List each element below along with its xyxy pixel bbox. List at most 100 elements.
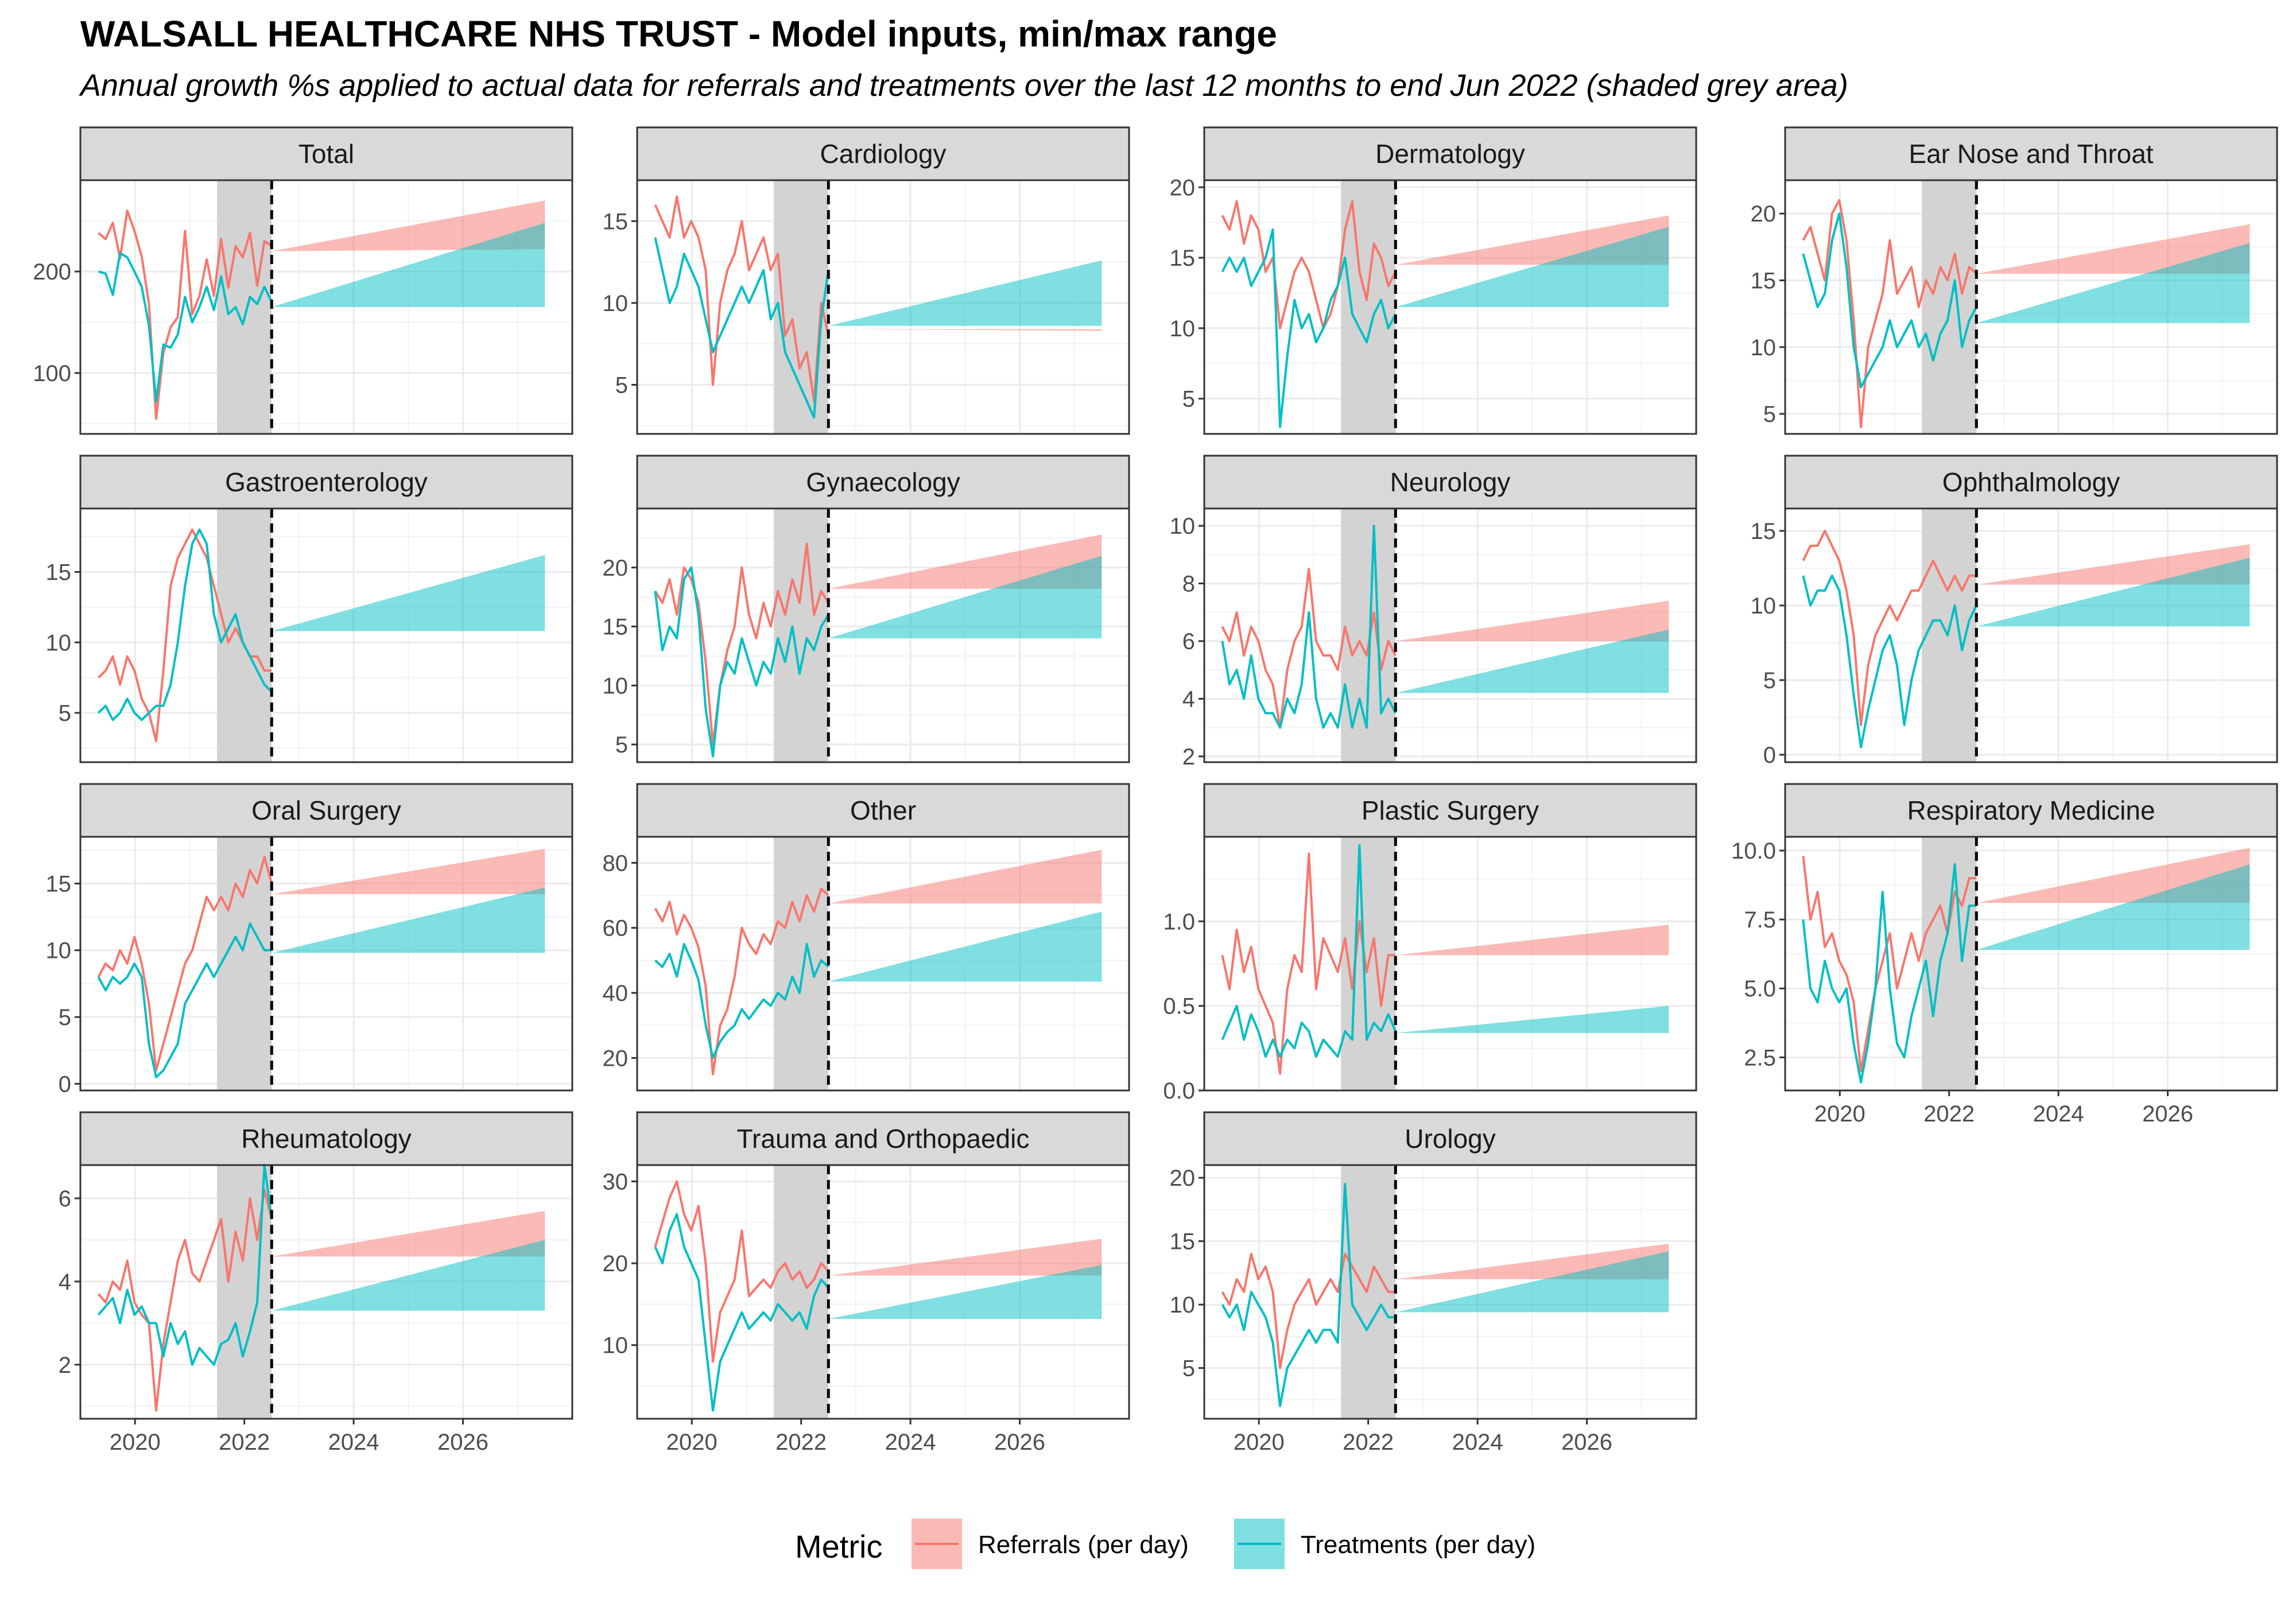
facet-panel-total: Total 100 200 (33, 126, 573, 435)
panel-border (636, 507, 1130, 763)
y-tick-label: 200 (33, 259, 71, 285)
referrals-line (1221, 568, 1397, 729)
panel-border (636, 179, 1130, 435)
treatments-line (98, 528, 273, 721)
y-tick-label: 100 (33, 361, 71, 386)
referrals-range-band (828, 534, 1102, 589)
referrals-line (654, 887, 829, 1076)
y-tick-label: 10 (1751, 335, 1777, 360)
referrals-line (98, 209, 273, 420)
y-tick-label: 4 (1182, 687, 1195, 712)
referrals-range-band (1976, 224, 2250, 274)
x-tick-label: 2024 (885, 1430, 936, 1455)
y-tick-label: 6 (59, 1186, 71, 1212)
facet-strip (1784, 783, 2278, 838)
facet-panel-neurology: Neurology 2 4 6 8 10 (1170, 455, 1697, 770)
panel-border (636, 1164, 1130, 1420)
referrals-range-band (1976, 544, 2250, 585)
facet-strip-label: Neurology (1390, 467, 1511, 497)
shaded-period (1922, 837, 1977, 1090)
panel-border (636, 836, 1130, 1092)
facet-strip-label: Trauma and Orthopaedic (737, 1124, 1030, 1154)
y-tick-label: 10 (603, 673, 629, 698)
y-tick-label: 5 (615, 372, 628, 398)
referrals-range-band (1395, 600, 1669, 642)
facet-panel-rheumatology: Rheumatology 2 4 6 2020 2022 2024 2026 (59, 1111, 573, 1455)
facet-panel-respiratory-medicine: Respiratory Medicine 2.5 5.0 7.5 10.0 2020 202… (1731, 783, 2278, 1127)
treatments-line (1221, 844, 1397, 1058)
panel-border (79, 179, 573, 435)
panel-border (1784, 507, 2278, 763)
y-tick-label: 5 (59, 701, 71, 726)
facet-strip-label: Ear Nose and Throat (1909, 139, 2153, 169)
facet-panel-ear-nose-and-throat: Ear Nose and Throat 5 10 15 20 (1751, 126, 2278, 435)
y-tick-label: 5 (615, 732, 628, 758)
referrals-range-band (272, 1210, 545, 1257)
x-tick-label: 2020 (1814, 1101, 1865, 1127)
y-tick-label: 40 (603, 981, 629, 1006)
panel-background (80, 509, 572, 762)
shaded-period (774, 1165, 829, 1419)
legend: Metric Referrals (per day) Treatments (per… (795, 1519, 1535, 1569)
referrals-line (1802, 199, 1977, 429)
referrals-range-band (272, 200, 545, 251)
treatments-line (1802, 212, 1978, 389)
facet-panel-dermatology: Dermatology 5 10 15 20 (1170, 126, 1697, 435)
panel-background (1785, 509, 2277, 762)
treatments-range-band (272, 223, 545, 307)
y-tick-label: 10 (603, 1333, 629, 1358)
y-tick-label: 4 (59, 1270, 71, 1295)
x-tick-label: 2024 (2033, 1101, 2084, 1127)
shaded-period (1341, 509, 1396, 762)
shaded-period (217, 180, 272, 434)
referrals-line (1221, 200, 1397, 329)
y-tick-label: 8 (1182, 572, 1195, 597)
y-tick-label: 15 (1170, 246, 1196, 271)
referrals-line (654, 542, 829, 746)
x-tick-label: 2020 (1234, 1430, 1285, 1455)
treatments-line (1221, 525, 1397, 729)
y-tick-label: 15 (603, 209, 629, 234)
x-tick-label: 2026 (2142, 1101, 2193, 1127)
chart-subtitle: Annual growth %s applied to actual data … (80, 68, 1848, 103)
referrals-line (654, 1180, 829, 1363)
facet-strip-label: Ophthalmology (1942, 467, 2120, 497)
referrals-line (1802, 530, 1977, 726)
facet-panel-gynaecology: Gynaecology 5 10 15 20 (603, 455, 1130, 763)
y-tick-label: 10 (46, 938, 72, 964)
panel-border (79, 1164, 573, 1420)
y-tick-label: 60 (603, 916, 629, 941)
y-tick-label: 2.5 (1744, 1045, 1776, 1070)
treatments-line (1221, 1183, 1396, 1407)
shaded-period (1341, 1165, 1396, 1419)
referrals-range-band (272, 848, 545, 895)
y-tick-label: 0.0 (1163, 1078, 1195, 1104)
facet-panel-oral-surgery: Oral Surgery 0 5 10 15 (46, 783, 573, 1097)
y-tick-label: 15 (46, 560, 72, 585)
treatments-range-band (1395, 1251, 1669, 1313)
y-tick-label: 10 (1751, 593, 1777, 619)
x-tick-label: 2020 (666, 1430, 718, 1455)
y-tick-label: 10 (1170, 514, 1196, 539)
treatments-line (1221, 228, 1397, 428)
treatments-line (1802, 863, 1977, 1084)
treatments-range-band (828, 1264, 1102, 1319)
facet-strip-label: Respiratory Medicine (1907, 795, 2155, 825)
facet-strip-label: Dermatology (1375, 139, 1525, 169)
panel-border (1203, 179, 1697, 435)
referrals-line (1221, 1252, 1396, 1369)
y-tick-label: 15 (1170, 1229, 1196, 1255)
referrals-range-band (1395, 925, 1669, 956)
treatments-line (654, 566, 829, 758)
facet-strip-label: Urology (1405, 1124, 1496, 1154)
treatments-line (654, 1213, 829, 1412)
legend-label: Referrals (per day) (978, 1531, 1189, 1559)
chart-title: WALSALL HEALTHCARE NHS TRUST - Model inp… (80, 13, 1277, 55)
facet-panel-plastic-surgery: Plastic Surgery 0.0 0.5 1.0 (1163, 783, 1697, 1104)
panel-border (1203, 836, 1697, 1092)
panel-border (79, 507, 573, 763)
treatments-range-band (1395, 1006, 1669, 1033)
facet-strip-label: Gynaecology (806, 467, 960, 497)
treatments-range-band (272, 1240, 545, 1311)
